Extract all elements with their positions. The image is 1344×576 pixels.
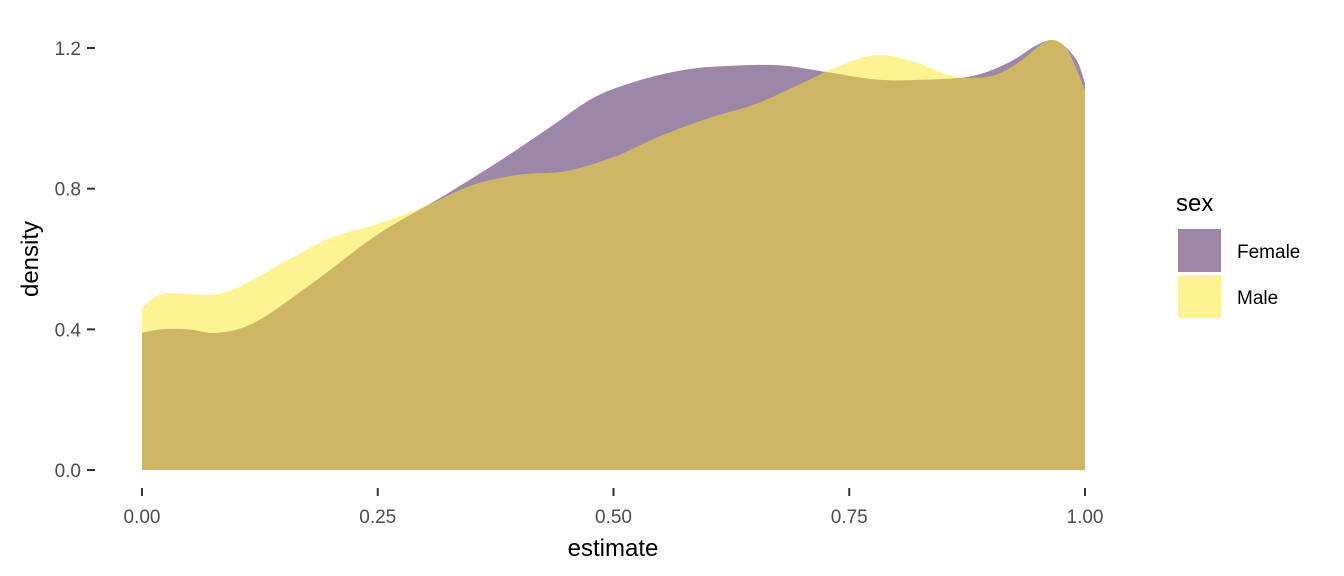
- y-tick-label: 1.2: [55, 39, 81, 60]
- x-tick-label: 1.00: [1067, 507, 1104, 528]
- x-tick-label: 0.00: [124, 507, 161, 528]
- legend-items: Female Male: [1178, 229, 1300, 318]
- y-tick-label: 0.0: [55, 461, 81, 482]
- legend-label-male: Male: [1237, 288, 1278, 309]
- density-area-male: [142, 39, 1085, 470]
- legend-key-female: [1178, 229, 1221, 272]
- y-axis: 0.0 0.4 0.8 1.2: [55, 39, 95, 482]
- y-axis-title: density: [17, 221, 44, 297]
- legend: sex Female Male: [1176, 190, 1300, 318]
- y-tick-label: 0.4: [55, 320, 82, 341]
- legend-label-female: Female: [1237, 242, 1300, 263]
- x-tick-label: 0.50: [595, 507, 632, 528]
- x-axis-title: estimate: [568, 535, 659, 562]
- y-tick-label: 0.8: [55, 180, 81, 201]
- x-tick-label: 0.25: [359, 507, 396, 528]
- x-axis: 0.00 0.25 0.50 0.75 1.00: [124, 488, 1104, 528]
- legend-title: sex: [1176, 190, 1213, 217]
- x-tick-label: 0.75: [831, 507, 868, 528]
- legend-key-male: [1178, 275, 1221, 318]
- plot-areas: [142, 39, 1085, 471]
